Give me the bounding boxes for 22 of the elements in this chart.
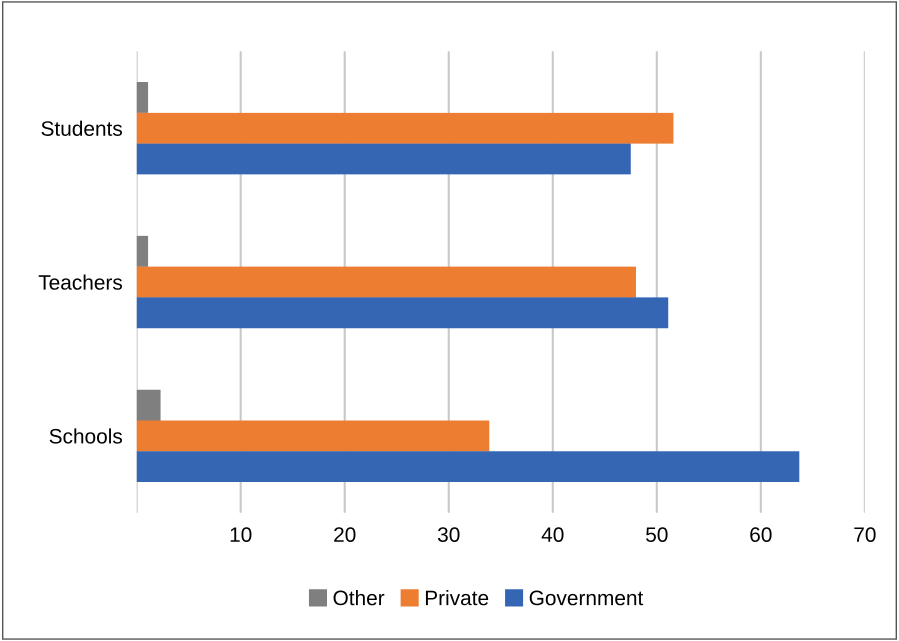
x-tick-label: 30 — [438, 527, 460, 542]
x-tick-label: 10 — [230, 527, 252, 542]
bar — [136, 112, 674, 144]
x-tick-label: 60 — [750, 527, 772, 542]
y-tick-label: Students — [41, 120, 122, 136]
legend-label: Government — [530, 590, 644, 606]
legend-label: Other — [334, 590, 384, 606]
bar — [136, 144, 631, 174]
bar — [136, 390, 161, 420]
x-tick-label: 50 — [646, 527, 668, 542]
bar — [136, 236, 148, 267]
bar — [136, 297, 668, 328]
y-tick-label: Teachers — [38, 274, 122, 290]
bar — [136, 82, 148, 113]
y-tick-label: Schools — [50, 428, 122, 444]
bar — [136, 266, 636, 298]
x-tick-label: 20 — [334, 527, 356, 542]
x-tick-label: 40 — [542, 527, 564, 542]
bar — [136, 451, 800, 482]
x-tick-label: 70 — [854, 527, 876, 542]
legend-label: Private — [426, 590, 488, 606]
bar — [136, 420, 490, 452]
